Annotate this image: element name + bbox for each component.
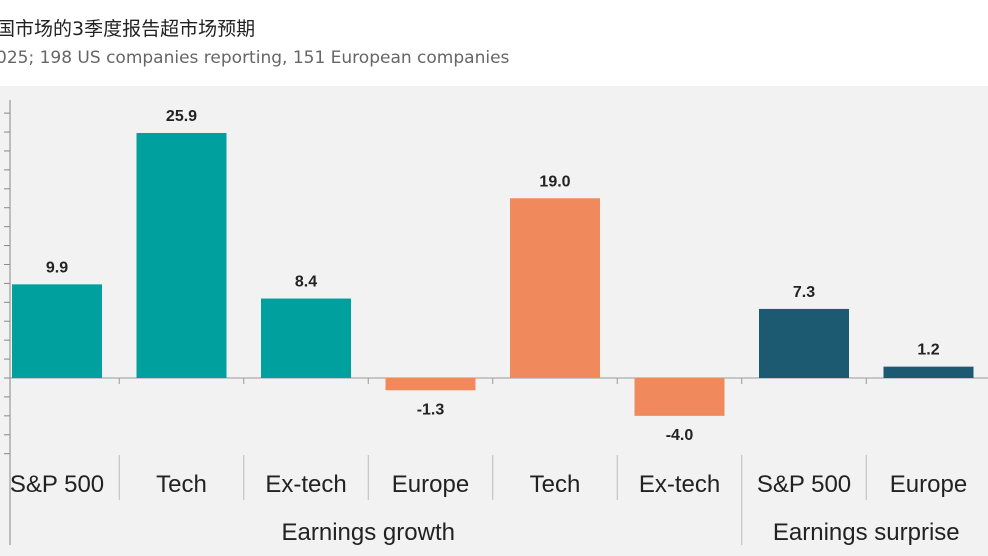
data-label: -4.0 [666, 427, 694, 444]
x-tick-label: Tech [156, 471, 207, 498]
bar [634, 378, 725, 416]
bar [136, 132, 227, 378]
x-tick-label: Ex-tech [265, 471, 346, 498]
data-label: 19.0 [539, 173, 570, 190]
bar [12, 284, 102, 378]
data-label: 7.3 [793, 284, 815, 301]
group-label: Earnings surprise [773, 519, 960, 546]
x-tick-label: Ex-tech [639, 471, 720, 498]
data-label: 1.2 [917, 342, 939, 359]
group-label: Earnings growth [282, 519, 455, 546]
bar [759, 308, 849, 378]
data-label: 9.9 [46, 259, 68, 276]
bar [385, 378, 476, 391]
chart-subtitle: 025; 198 US companies reporting, 151 Eur… [0, 48, 510, 68]
x-tick-label: S&P 500 [757, 471, 851, 498]
data-label: -1.3 [417, 401, 445, 418]
x-tick-label: Tech [530, 471, 581, 498]
chart-title: 国市场的3季度报告超市场预期 [0, 18, 256, 40]
x-tick-label: Europe [392, 471, 469, 498]
bar [510, 198, 600, 378]
bar [261, 298, 351, 378]
x-tick-label: Europe [890, 471, 967, 498]
data-label: 8.4 [295, 274, 317, 291]
x-tick-label: S&P 500 [10, 471, 104, 498]
data-label: 25.9 [166, 108, 197, 125]
bar [883, 366, 974, 378]
